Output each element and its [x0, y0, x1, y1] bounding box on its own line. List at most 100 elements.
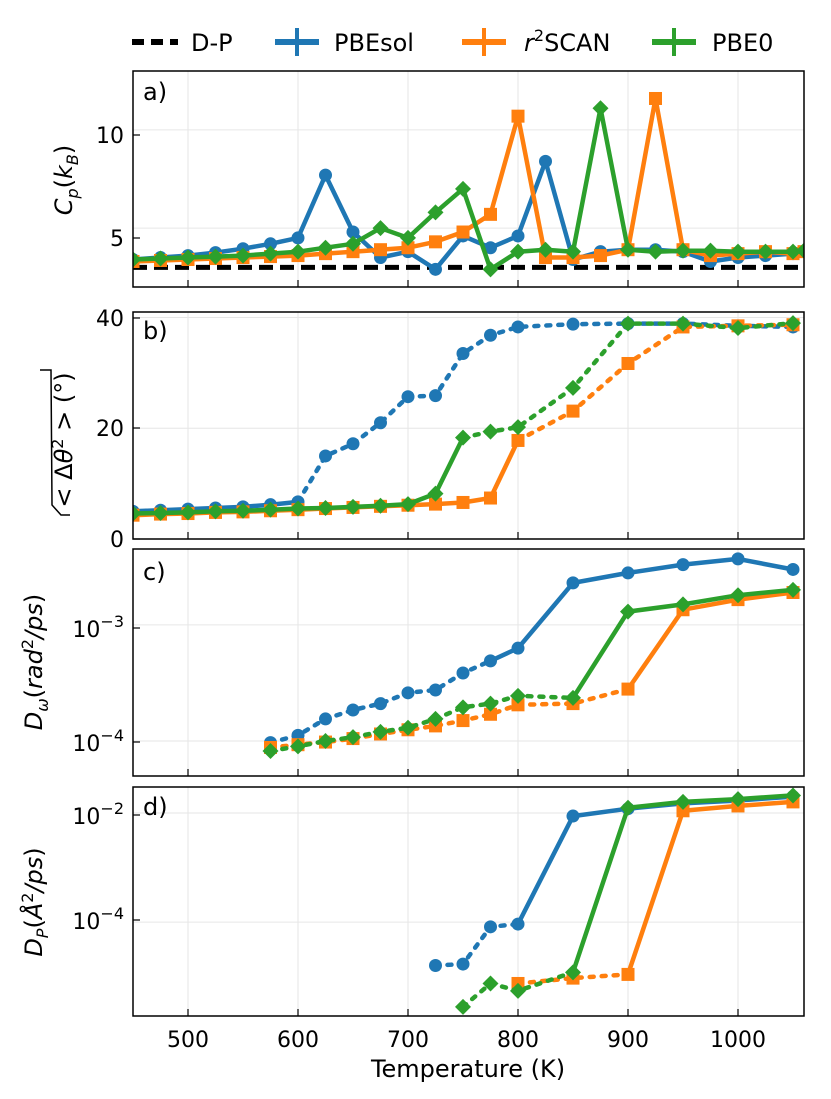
pbe0-point [427, 485, 444, 502]
pbesol-line [268, 658, 493, 745]
legend-pbesol-label: PBEsol [334, 29, 414, 57]
pbe0-point [730, 320, 746, 337]
pbe0-point [262, 501, 279, 518]
pbe0-line [268, 693, 576, 754]
pbe0-point [730, 791, 746, 808]
panel-a-ytick-label: 10 [96, 124, 124, 149]
pbe0-point [400, 229, 416, 246]
panel-b-frame [132, 311, 805, 540]
pbe0-point [133, 505, 141, 522]
pbe0-point [345, 498, 361, 515]
r2scan-point [621, 967, 635, 981]
pbesol-point [511, 917, 525, 931]
panel-a-yticks: 5 10 [96, 124, 140, 252]
x-tick-label: 500 [167, 1028, 209, 1053]
pbe0-point [675, 596, 691, 613]
panel-c-grid [133, 549, 804, 776]
panel-b-ytick-label: 20 [96, 417, 124, 442]
pbe0-point [510, 243, 526, 260]
r2scan-line [625, 799, 796, 977]
pbe0-point [730, 243, 746, 260]
pbesol-point [786, 562, 800, 576]
pbesol-point [456, 957, 470, 971]
pbesol-point [429, 389, 442, 403]
pbe0-point [482, 695, 499, 712]
r2scan-point [594, 249, 607, 263]
x-tick-labels: 500 600 700 800 900 1000 [167, 1028, 766, 1053]
panel-d-xticks [187, 1009, 739, 1016]
pbe0-point [290, 738, 306, 755]
pbe0-point [180, 504, 196, 521]
pbe0-point [345, 235, 361, 252]
pbe0-point [262, 245, 279, 262]
pbe0-point [510, 687, 526, 704]
pbe0-line [460, 970, 576, 1010]
r2scan-point [511, 433, 525, 447]
pbesol-point [319, 712, 332, 726]
pbe0-point [427, 710, 444, 727]
pbesol-point [484, 328, 497, 342]
panel-c-tag: c) [143, 558, 166, 586]
r2scan-point [429, 235, 442, 249]
panel-c-yticks: 10−4 10−3 [72, 612, 140, 757]
legend-r2scan-label: r2SCAN [524, 26, 610, 57]
panel-b-tag: b) [143, 317, 168, 345]
r2scan-point [621, 682, 635, 696]
pbesol-point [291, 231, 305, 245]
legend-item-r2scan: r2SCAN [462, 26, 610, 57]
pbe0-point [262, 743, 279, 760]
pbe0-point [785, 787, 801, 804]
panel-a-ylabel: Cp(kB) [50, 145, 82, 216]
panel-b-series [133, 315, 801, 522]
pbe0-point [455, 699, 471, 716]
pbe0-point [757, 243, 774, 260]
pbe0-point [372, 723, 389, 740]
pbe0-point [482, 423, 499, 440]
r2scan-point [484, 707, 497, 721]
panel-a-ytick-label: 5 [110, 227, 124, 252]
r2scan-point [374, 243, 387, 257]
panel-d-ytick-label: 10−2 [72, 799, 124, 830]
pbe0-point [235, 247, 251, 264]
pbe0-point [620, 315, 636, 332]
panel-c-series [262, 552, 801, 760]
pbesol-point [511, 641, 525, 655]
r2scan-line [515, 322, 796, 443]
pbesol-line [515, 794, 796, 927]
pbesol-point [401, 390, 415, 404]
pbe0-point [290, 243, 306, 260]
pbe0-point [730, 587, 746, 604]
panel-d-frame [132, 786, 805, 1017]
x-tick-label: 600 [277, 1028, 319, 1053]
pbesol-point [346, 703, 360, 717]
r2scan-point [511, 698, 525, 712]
panel-d-tag: d) [143, 793, 168, 821]
pbe0-point [400, 496, 416, 513]
legend-pbe0-label: PBE0 [712, 29, 773, 57]
r2scan-point [456, 225, 470, 239]
pbe0-point [152, 250, 169, 267]
pbesol-point [429, 262, 442, 276]
panel-b-ylabel-text: < Δθ2 > (°) [48, 372, 78, 507]
r2scan-point [566, 404, 580, 418]
pbe0-point [400, 719, 416, 736]
x-tick-label: 700 [387, 1028, 429, 1053]
pbesol-point [429, 959, 442, 973]
pbesol-point [319, 449, 332, 463]
panel-c-xticks [187, 769, 739, 776]
pbesol-point [484, 241, 497, 255]
pbesol-point [566, 576, 580, 590]
pbesol-point [566, 809, 580, 823]
pbesol-point [511, 320, 525, 334]
pbe0-point [675, 242, 691, 259]
panel-c-ytick-label: 10−4 [72, 726, 124, 757]
x-axis-label: Temperature (K) [370, 1055, 565, 1083]
pbe0-point [510, 419, 526, 436]
r2scan-point [676, 804, 690, 818]
panel-b-ylabel: < Δθ2 > (°) [40, 369, 78, 516]
pbesol-point [374, 416, 387, 430]
legend-dp-label: D-P [191, 29, 233, 57]
r2scan-point [456, 714, 470, 728]
panel-d: 10−4 10−2 d) DP(Å2/ps) 500 600 700 800 9… [18, 786, 805, 1083]
